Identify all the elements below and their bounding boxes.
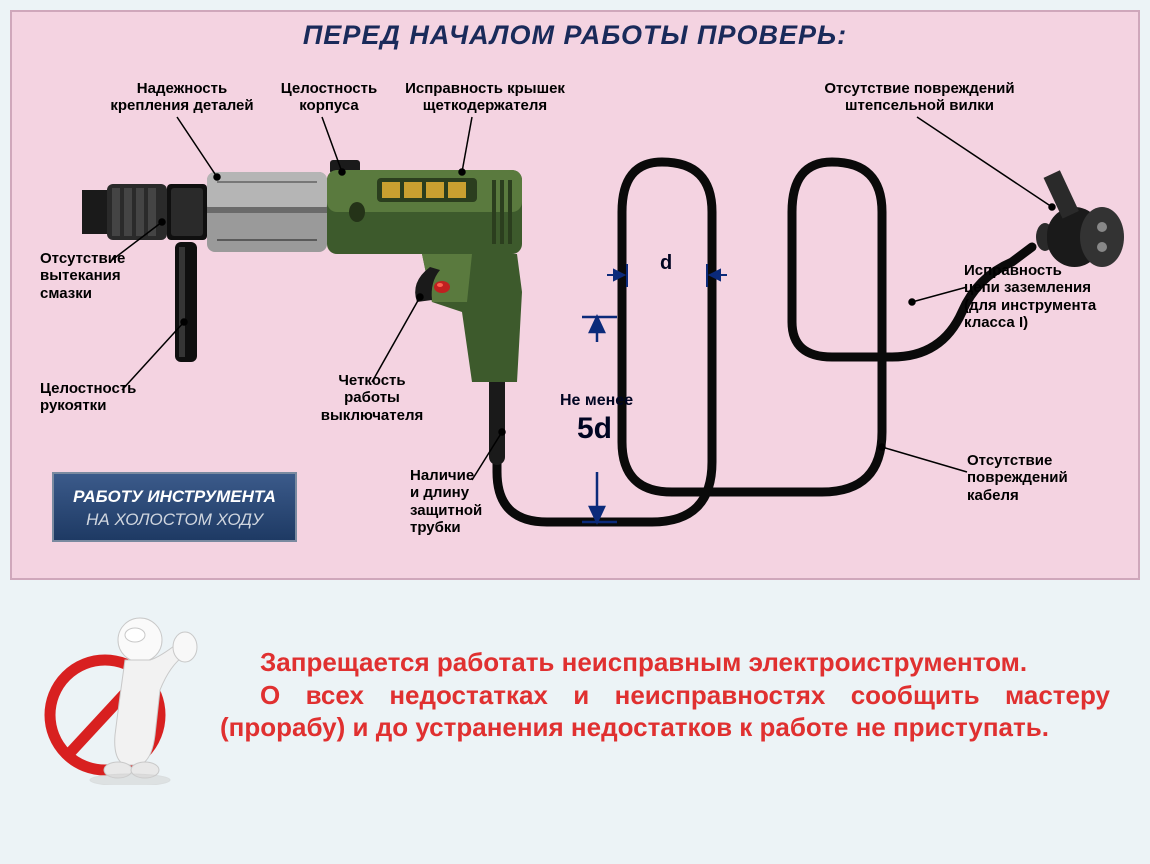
- idle-line1: РАБОТУ ИНСТРУМЕНТА: [73, 487, 276, 506]
- drill-illustration: [82, 160, 522, 382]
- callout-grounding: Исправностьцепи заземления(для инструмен…: [964, 262, 1119, 331]
- callout-plug-damage: Отсутствие поврежденийштепсельной вилки: [807, 80, 1032, 115]
- pistol-grip: [415, 254, 522, 382]
- dimension-5d-label-2: 5d: [577, 412, 612, 446]
- callout-body: Целостностькорпуса: [274, 80, 384, 115]
- callout-tube: Наличиеи длинузащитнойтрубки: [410, 467, 500, 536]
- diagram-panel: ПЕРЕД НАЧАЛОМ РАБОТЫ ПРОВЕРЬ:: [10, 10, 1140, 580]
- motor-housing: [327, 170, 522, 254]
- callout-cable-damage: Отсутствиеповрежденийкабеля: [967, 452, 1097, 504]
- callout-handle: Целостностьрукоятки: [40, 380, 160, 415]
- callout-brush-caps: Исправность крышекщеткодержателя: [390, 80, 580, 115]
- dimension-5d-label-1: Не менее: [560, 392, 633, 410]
- drill-chuck: [82, 184, 167, 240]
- warning-text: Запрещается работать неисправным электро…: [220, 646, 1110, 744]
- idle-run-box: РАБОТУ ИНСТРУМЕНТА НА ХОЛОСТОМ ХОДУ: [52, 472, 297, 542]
- callout-switch: Четкостьработывыключателя: [312, 372, 432, 424]
- callout-grease: Отсутствиевытеканиясмазки: [40, 250, 140, 302]
- warning-p1: Запрещается работать неисправным электро…: [260, 647, 1027, 677]
- front-handle: [175, 242, 197, 362]
- prohibit-icon: [40, 605, 200, 785]
- power-plug: [1036, 170, 1124, 267]
- warning-panel: Запрещается работать неисправным электро…: [10, 605, 1140, 785]
- gearbox: [207, 172, 327, 252]
- dimension-d-label: d: [660, 252, 672, 275]
- idle-line2: НА ХОЛОСТОМ ХОДУ: [86, 510, 263, 529]
- warning-p2: О всех недостатках и неисправностях сооб…: [220, 680, 1110, 743]
- callout-fastening: Надежностькрепления деталей: [97, 80, 267, 115]
